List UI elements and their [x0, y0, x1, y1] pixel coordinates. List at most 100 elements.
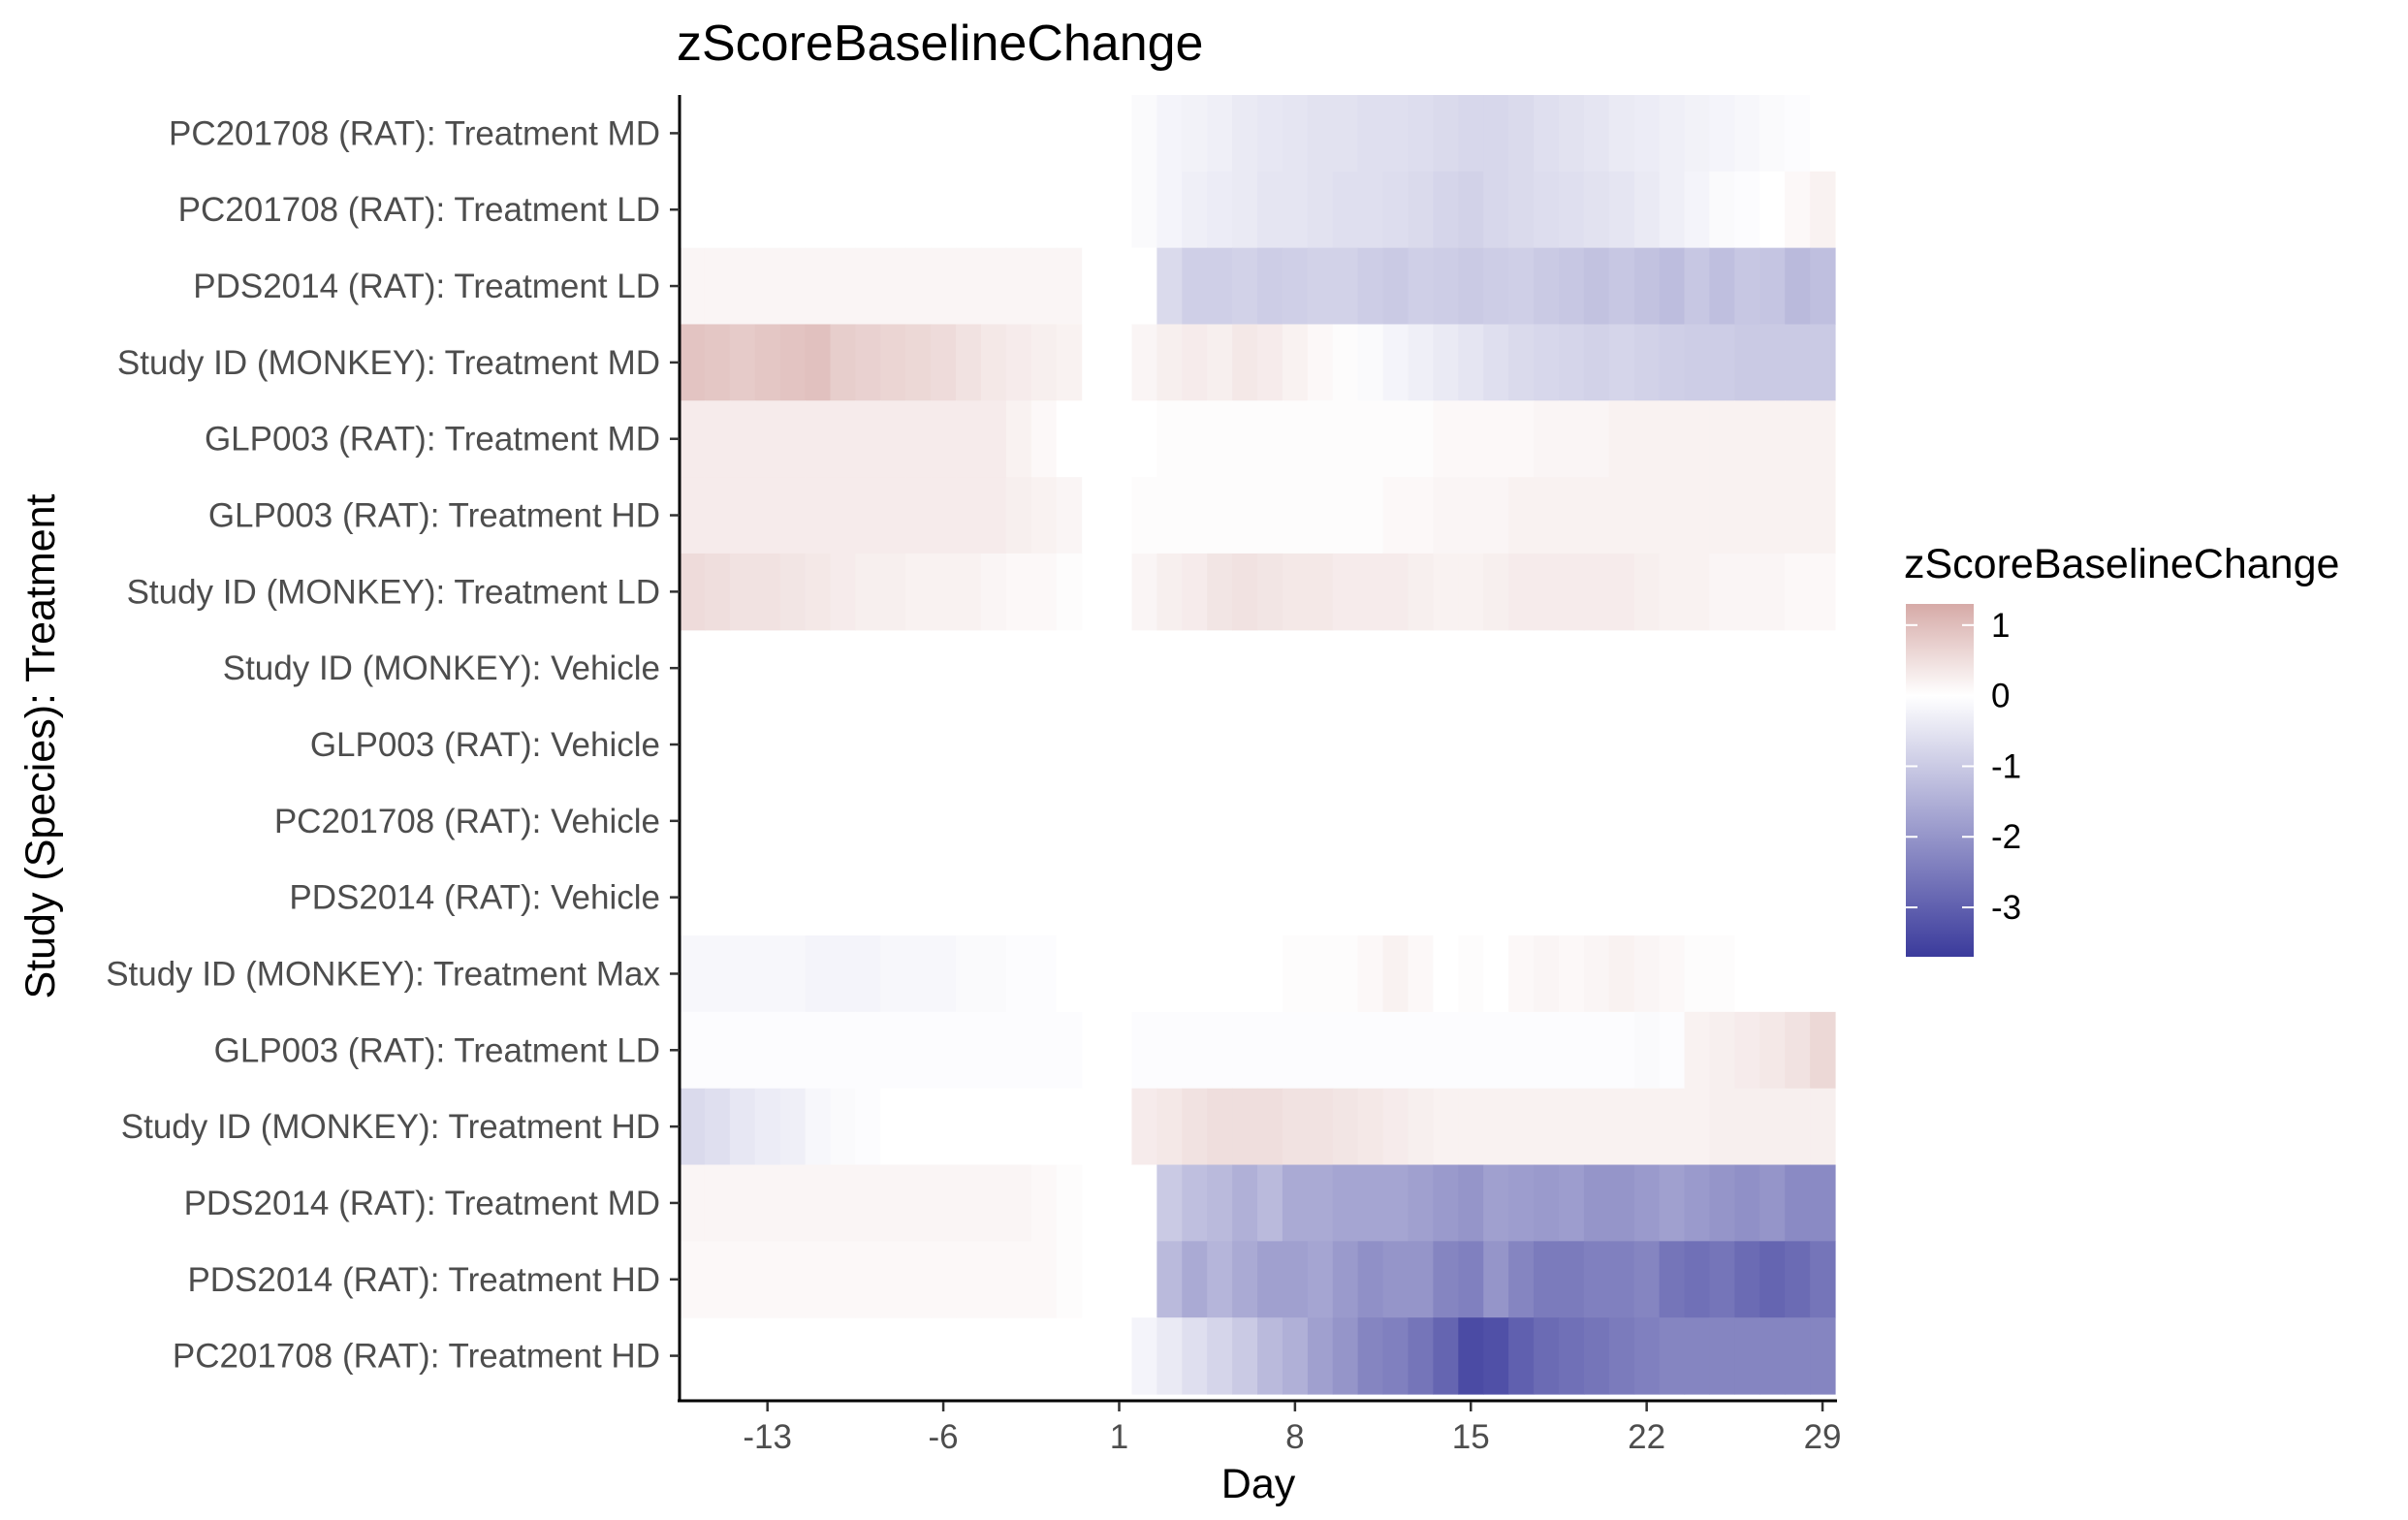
heatmap-cell: [1207, 400, 1233, 478]
heatmap-cell: [1131, 95, 1157, 173]
x-tick-label: 8: [1285, 1418, 1304, 1456]
heatmap-cell: [1483, 171, 1509, 249]
y-tick-label: GLP003 (RAT): Treatment MD: [205, 421, 660, 459]
heatmap-cell: [1483, 95, 1509, 173]
heatmap-cell: [1408, 1011, 1434, 1090]
heatmap-cell: [1156, 247, 1183, 326]
heatmap-cell: [1684, 400, 1711, 478]
heatmap-cell: [1534, 1088, 1560, 1166]
heatmap-cell: [1785, 1088, 1811, 1166]
heatmap-cell: [1734, 935, 1760, 1013]
heatmap-cell: [779, 477, 807, 554]
heatmap-cell: [805, 1241, 832, 1318]
heatmap-cell: [1759, 1164, 1786, 1242]
heatmap-cell: [1483, 553, 1509, 631]
heatmap-cell: [1734, 1317, 1760, 1395]
y-tick-label: PDS2014 (RAT): Vehicle: [289, 879, 660, 917]
heatmap-cell: [1785, 1164, 1811, 1242]
heatmap-cell: [1257, 1317, 1283, 1395]
heatmap-cell: [1483, 477, 1509, 554]
heatmap-cell: [1709, 1011, 1735, 1090]
heatmap-cell: [1483, 1317, 1509, 1395]
heatmap-cell: [1357, 324, 1384, 401]
heatmap-cell: [1583, 324, 1610, 401]
heatmap-cell: [1408, 1241, 1434, 1318]
heatmap-cell: [1307, 1241, 1334, 1318]
heatmap-cell: [1785, 247, 1811, 326]
heatmap-cell: [1357, 477, 1384, 554]
heatmap-cell: [704, 1088, 731, 1166]
heatmap-cell: [680, 247, 706, 326]
heatmap-cell: [1534, 477, 1560, 554]
heatmap-cell: [1207, 553, 1233, 631]
heatmap-cell: [1458, 935, 1484, 1013]
heatmap-cell: [1156, 477, 1183, 554]
heatmap-cell: [855, 1088, 881, 1166]
heatmap-cell: [880, 1011, 906, 1090]
heatmap-cell: [1558, 247, 1585, 326]
heatmap-cell: [980, 935, 1007, 1013]
heatmap-cell: [754, 324, 781, 401]
heatmap-cell: [980, 1164, 1007, 1242]
heatmap-cell: [1433, 935, 1459, 1013]
heatmap-cell: [1558, 1241, 1585, 1318]
heatmap-cell: [880, 1088, 906, 1166]
heatmap-cell: [1257, 935, 1283, 1013]
heatmap-cell: [1608, 1164, 1635, 1242]
heatmap-cell: [754, 553, 781, 631]
heatmap-cell: [1633, 247, 1661, 326]
heatmap-cell: [1156, 400, 1183, 478]
heatmap-cell: [1232, 1011, 1258, 1090]
heatmap-cell: [1633, 171, 1661, 249]
heatmap-cell: [1382, 1241, 1410, 1318]
heatmap-cell: [1558, 935, 1585, 1013]
heatmap-cell: [1508, 935, 1535, 1013]
heatmap-cell: [1608, 247, 1635, 326]
heatmap-cell: [1534, 1164, 1560, 1242]
heatmap-cell: [729, 477, 756, 554]
heatmap-cell: [905, 324, 932, 401]
heatmap-cell: [956, 324, 982, 401]
x-tick-label: 1: [1110, 1418, 1128, 1456]
heatmap-cell: [830, 1011, 856, 1090]
heatmap-cell: [1357, 171, 1384, 249]
heatmap-cell: [805, 935, 832, 1013]
heatmap-cell: [1534, 171, 1560, 249]
heatmap-cell: [1005, 477, 1032, 554]
heatmap-cell: [1282, 1241, 1309, 1318]
y-axis-ticks: PC201708 (RAT): Treatment MD PC201708 (RA…: [106, 114, 680, 1376]
heatmap-cell: [704, 553, 731, 631]
y-tick-label: GLP003 (RAT): Treatment LD: [214, 1031, 660, 1069]
heatmap-cell: [1307, 171, 1334, 249]
heatmap-cell: [1458, 1241, 1484, 1318]
heatmap-cell: [1508, 171, 1535, 249]
heatmap-cell: [1483, 1241, 1509, 1318]
heatmap-cell: [1659, 1088, 1686, 1166]
heatmap-cell: [1759, 400, 1786, 478]
heatmap-cell: [1207, 1317, 1233, 1395]
heatmap-cell: [880, 553, 906, 631]
heatmap-cell: [1433, 1164, 1459, 1242]
heatmap-cell: [956, 477, 982, 554]
heatmap-cell: [754, 477, 781, 554]
heatmap-cell: [1558, 1164, 1585, 1242]
heatmap-cell: [1232, 400, 1258, 478]
heatmap-cell: [1156, 1088, 1183, 1166]
heatmap-cell: [1608, 1241, 1635, 1318]
heatmap-cell: [855, 400, 881, 478]
heatmap-cell: [1759, 553, 1786, 631]
heatmap-cell: [1156, 324, 1183, 401]
heatmap-cell: [1232, 1164, 1258, 1242]
heatmap-cell: [729, 935, 756, 1013]
heatmap-cell: [1785, 1011, 1811, 1090]
heatmap-cell: [1483, 1088, 1509, 1166]
heatmap-cell: [1558, 1088, 1585, 1166]
heatmap-cell: [880, 935, 906, 1013]
heatmap-cell: [1056, 1011, 1083, 1090]
heatmap-cell: [1734, 477, 1760, 554]
y-tick-label: Study ID (MONKEY): Treatment MD: [117, 344, 660, 382]
heatmap-cell: [779, 324, 807, 401]
heatmap-cell: [1734, 171, 1760, 249]
heatmap-cell: [1659, 1241, 1686, 1318]
heatmap-cell: [1458, 171, 1484, 249]
